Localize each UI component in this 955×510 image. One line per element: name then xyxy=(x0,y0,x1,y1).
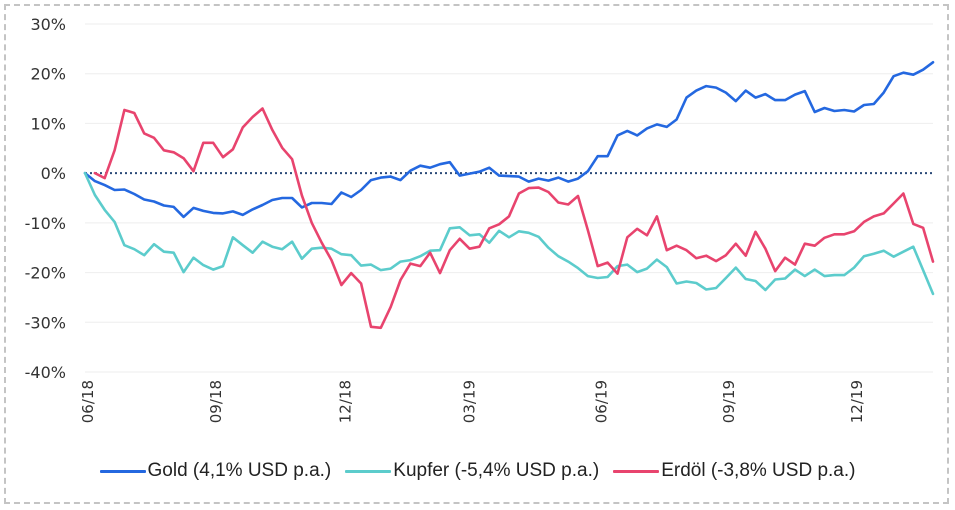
legend-item-erdoel[interactable]: Erdöl (-3,8% USD p.a.) xyxy=(613,460,855,482)
series-line-kupfer xyxy=(83,171,935,296)
y-tick-label: 0% xyxy=(41,164,66,183)
y-tick-label: -10% xyxy=(25,214,66,233)
y-tick-label: -30% xyxy=(25,313,66,332)
x-tick-label: 12/18 xyxy=(336,380,354,423)
x-tick-label: 09/19 xyxy=(720,380,738,423)
x-tick-label: 06/19 xyxy=(593,380,611,423)
legend-item-kupfer[interactable]: Kupfer (-5,4% USD p.a.) xyxy=(345,460,599,482)
y-tick-label: 30% xyxy=(30,15,66,34)
x-tick-label: 06/18 xyxy=(79,380,97,423)
x-tick-label: 03/19 xyxy=(461,380,479,423)
y-tick-label: 20% xyxy=(30,65,66,84)
legend-label-erdoel: Erdöl (-3,8% USD p.a.) xyxy=(661,460,856,481)
y-tick-label: 10% xyxy=(30,114,66,133)
y-axis-ticks: 30% 20% 10% 0% -10% -20% -30% -40% xyxy=(25,15,66,382)
legend-label-kupfer: Kupfer (-5,4% USD p.a.) xyxy=(393,460,600,481)
legend: Gold (4,1% USD p.a.) Kupfer (-5,4% USD p… xyxy=(0,456,955,486)
y-tick-label: -20% xyxy=(25,264,66,283)
series-line-erdoel xyxy=(93,107,935,330)
legend-swatch-gold xyxy=(99,469,146,473)
chart-frame xyxy=(4,4,949,504)
legend-swatch-kupfer xyxy=(345,469,392,473)
series-lines xyxy=(83,61,935,330)
legend-label-gold: Gold (4,1% USD p.a.) xyxy=(147,460,332,481)
legend-swatch-erdoel xyxy=(613,469,660,473)
x-axis-ticks: 06/18 09/18 12/18 03/19 06/19 09/19 12/19 xyxy=(79,380,866,423)
x-tick-label: 12/19 xyxy=(848,380,866,423)
y-tick-label: -40% xyxy=(25,363,66,382)
x-tick-label: 09/18 xyxy=(207,380,225,423)
series-line-gold xyxy=(83,61,935,219)
legend-item-gold[interactable]: Gold (4,1% USD p.a.) xyxy=(99,460,332,482)
gridlines xyxy=(85,23,933,373)
